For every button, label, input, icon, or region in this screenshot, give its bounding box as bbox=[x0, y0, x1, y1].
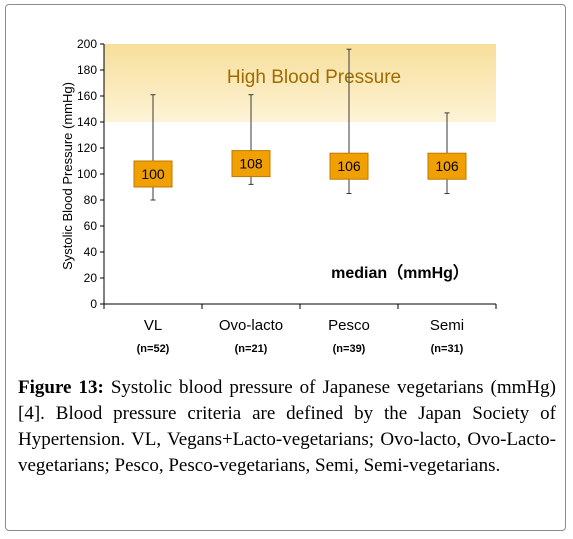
y-tick-label: 120 bbox=[77, 141, 97, 155]
y-tick-label: 0 bbox=[90, 297, 97, 311]
median-value-label: 108 bbox=[239, 156, 263, 172]
median-box bbox=[427, 152, 467, 180]
y-tick-label: 140 bbox=[77, 115, 97, 129]
sample-size-label: (n=52) bbox=[137, 343, 170, 355]
y-tick-label: 20 bbox=[84, 271, 98, 285]
high-bp-band-label: High Blood Pressure bbox=[227, 67, 401, 88]
median-box bbox=[231, 150, 271, 178]
sample-size-label: (n=39) bbox=[333, 343, 366, 355]
median-annotation: median（mmHg） bbox=[331, 264, 469, 282]
x-tick-label: Ovo-lacto bbox=[219, 317, 283, 334]
y-tick-label: 80 bbox=[84, 193, 98, 207]
y-tick-label: 200 bbox=[77, 37, 97, 51]
median-value-label: 100 bbox=[141, 166, 165, 182]
figure-caption: Figure 13: Systolic blood pressure of Ja… bbox=[18, 375, 556, 479]
y-tick-label: 40 bbox=[84, 245, 98, 259]
sample-size-label: (n=21) bbox=[235, 343, 268, 355]
x-tick-label: Pesco bbox=[328, 317, 370, 334]
figure-frame bbox=[5, 4, 566, 531]
y-tick-label: 160 bbox=[77, 89, 97, 103]
x-tick-label: VL bbox=[144, 317, 162, 334]
sample-size-label: (n=31) bbox=[431, 343, 464, 355]
caption-text: Systolic blood pressure of Japanese vege… bbox=[18, 377, 556, 476]
y-tick-label: 60 bbox=[84, 219, 98, 233]
median-box bbox=[133, 160, 173, 188]
y-axis-title: Systolic Blood Pressure (mmHg) bbox=[60, 82, 75, 270]
y-tick-label: 100 bbox=[77, 167, 97, 181]
median-value-label: 106 bbox=[337, 158, 361, 174]
y-tick-label: 180 bbox=[77, 63, 97, 77]
median-value-label: 106 bbox=[435, 158, 459, 174]
chart: High Blood Pressure 0 20 40 60 80 100 120 140 16… bbox=[60, 37, 497, 355]
x-tick-label: Semi bbox=[430, 317, 464, 334]
high-bp-band bbox=[104, 44, 496, 122]
caption-label: Figure 13: bbox=[18, 377, 104, 398]
median-box bbox=[329, 152, 369, 180]
